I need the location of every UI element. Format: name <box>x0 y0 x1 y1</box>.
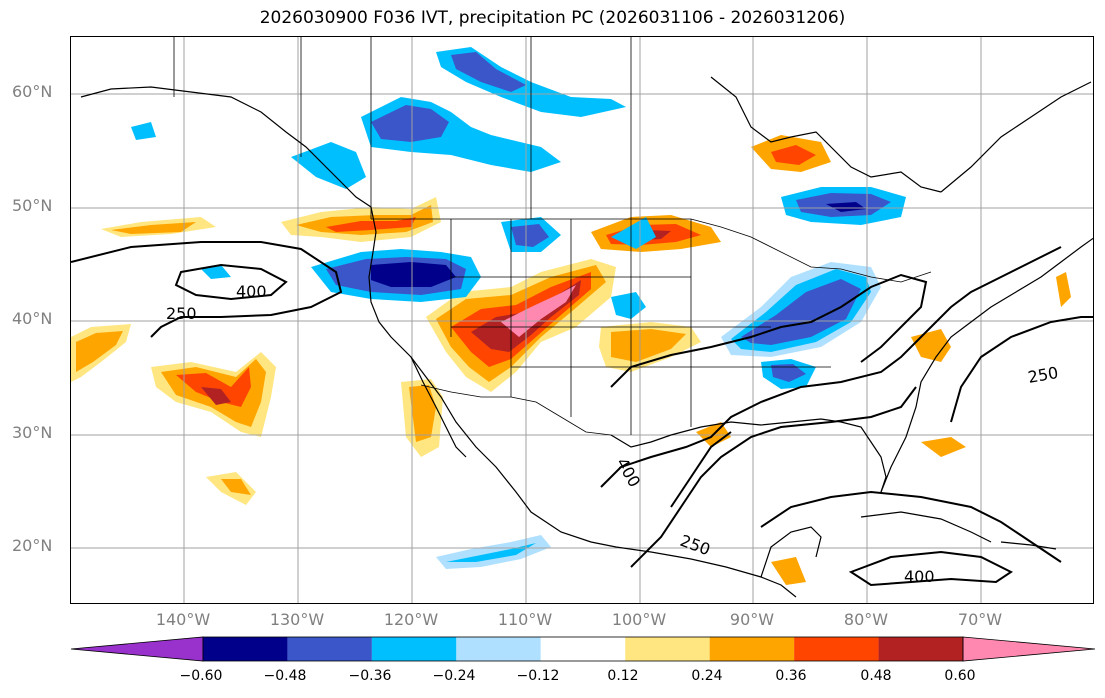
lon-label-140w: 140°W <box>155 610 211 629</box>
shade-region <box>201 265 231 279</box>
shade-region <box>771 145 816 165</box>
coastline-yucatan <box>760 526 822 578</box>
colorbar-segment <box>203 637 288 661</box>
shade-region <box>326 217 416 232</box>
colorbar-tick-label: −0.36 <box>348 668 392 684</box>
colorbar-tick-label: −0.48 <box>263 668 307 684</box>
colorbar-tick-label: 0.24 <box>691 668 723 684</box>
shade-region <box>1056 272 1071 307</box>
colorbar-extend-low <box>70 636 204 662</box>
map-canvas: 400 250 400 250 250 400 <box>71 37 1093 603</box>
ivt-contour-east-c <box>670 431 732 508</box>
border-layer <box>173 37 932 436</box>
ivt-contour-layer <box>71 241 1093 587</box>
coastline-labrador <box>940 81 1092 193</box>
shade-region <box>771 364 806 382</box>
lon-label-80w: 80°W <box>843 610 889 629</box>
colorbar-segment <box>794 637 879 661</box>
coastline-hudson <box>710 76 942 193</box>
shade-region <box>511 224 549 247</box>
ivt-contour-east-loop <box>610 273 928 388</box>
ivt-contour-250-atlantic <box>950 316 1093 423</box>
colorbar-segment <box>709 637 795 661</box>
colorbar-tick-label: 0.60 <box>944 668 976 684</box>
lon-label-110w: 110°W <box>497 610 553 629</box>
colorbar-segment <box>625 637 710 661</box>
lon-label-130w: 130°W <box>269 610 325 629</box>
ivt-contour-east-a <box>600 246 1062 488</box>
colorbar-tick-label: −0.12 <box>516 668 560 684</box>
shade-region <box>826 202 866 212</box>
colorbar-tick-label: 0.36 <box>775 668 807 684</box>
shade-region <box>201 387 231 405</box>
ivt-contour-250-carib <box>760 490 1062 563</box>
colorbar-tick-label: −0.24 <box>432 668 476 684</box>
coastline-cuba <box>860 511 992 543</box>
shade-region <box>501 285 576 337</box>
shade-region <box>741 279 861 345</box>
lon-label-90w: 90°W <box>729 610 775 629</box>
shade-region <box>451 52 526 92</box>
colorbar-outline <box>202 636 964 662</box>
shade-region <box>291 142 366 189</box>
figure-title: 2026030900 F036 IVT, precipitation PC (2… <box>259 8 846 28</box>
shade-region <box>176 367 251 407</box>
us-mexico-border <box>420 384 612 436</box>
lat-label-60n: 60°N <box>12 82 53 101</box>
contour-label: 250 <box>678 531 713 559</box>
shade-region <box>111 222 196 234</box>
colorbar-segment <box>371 637 457 661</box>
colorbar-extend-high <box>962 636 1096 662</box>
colorbar <box>70 636 1096 662</box>
shade-region <box>221 479 251 495</box>
coastline-layer <box>80 76 1093 598</box>
contour-label: 250 <box>166 304 197 323</box>
coastline-west <box>80 86 797 598</box>
colorbar-segment <box>540 637 626 661</box>
ivt-contour-east-b <box>630 386 917 568</box>
ivt-contour-400-carib <box>848 550 1013 587</box>
shade-region <box>409 385 436 442</box>
shade-region <box>436 535 551 569</box>
lat-label-50n: 50°N <box>12 196 53 215</box>
contour-label: 400 <box>236 282 267 301</box>
colorbar-segment <box>456 637 541 661</box>
shade-region <box>611 217 656 249</box>
lat-label-20n: 20°N <box>12 536 53 555</box>
shade-region <box>371 105 449 142</box>
lon-label-100w: 100°W <box>611 610 667 629</box>
colorbar-tick-label: 0.12 <box>607 668 639 684</box>
coastline-hispaniola <box>1000 541 1057 550</box>
ivt-contour-400-west <box>174 263 288 301</box>
coastline-gulf <box>610 418 887 493</box>
lat-label-30n: 30°N <box>12 423 53 442</box>
colorbar-tick-label: −0.60 <box>179 668 223 684</box>
graticule <box>71 37 1093 603</box>
contour-label: 400 <box>904 567 935 586</box>
lon-label-70w: 70°W <box>957 610 1003 629</box>
colorbar-segment <box>287 637 372 661</box>
colorbar-segment <box>878 637 963 661</box>
coastline-east <box>880 237 1093 493</box>
shade-region <box>131 122 156 140</box>
colorbar-tick-label: 0.48 <box>860 668 892 684</box>
map-panel[interactable]: 400 250 400 250 250 400 <box>70 36 1094 604</box>
shade-region <box>371 262 456 287</box>
lat-label-40n: 40°N <box>12 309 53 328</box>
contour-label: 250 <box>1026 363 1059 387</box>
shade-region <box>921 437 966 457</box>
shade-region <box>76 331 123 372</box>
shade-region <box>611 329 686 362</box>
lon-label-120w: 120°W <box>383 610 439 629</box>
shade-region <box>771 557 806 585</box>
coastline-baja <box>410 356 467 458</box>
shade-region <box>446 543 536 562</box>
ivt-contour-250-west <box>71 241 343 338</box>
shade-region <box>611 292 646 319</box>
